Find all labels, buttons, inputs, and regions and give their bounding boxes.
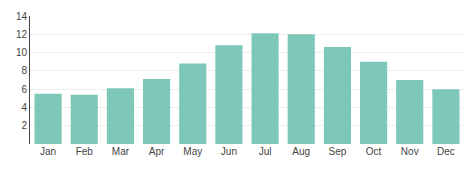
svg-text:Mar: Mar [112, 146, 130, 157]
svg-text:Jul: Jul [259, 146, 272, 157]
svg-text:6: 6 [21, 84, 27, 95]
svg-text:8: 8 [21, 65, 27, 76]
svg-text:Oct: Oct [366, 146, 382, 157]
svg-text:2: 2 [21, 120, 27, 131]
svg-text:May: May [183, 146, 202, 157]
svg-text:Sep: Sep [329, 146, 347, 157]
svg-text:12: 12 [16, 29, 28, 40]
svg-text:10: 10 [16, 47, 28, 58]
svg-text:Jan: Jan [40, 146, 56, 157]
svg-text:Feb: Feb [76, 146, 94, 157]
svg-text:Apr: Apr [149, 146, 165, 157]
svg-text:Dec: Dec [437, 146, 455, 157]
svg-text:4: 4 [21, 102, 27, 113]
svg-text:Jun: Jun [221, 146, 237, 157]
svg-text:14: 14 [16, 11, 28, 22]
svg-text:Nov: Nov [401, 146, 419, 157]
svg-text:Aug: Aug [292, 146, 310, 157]
